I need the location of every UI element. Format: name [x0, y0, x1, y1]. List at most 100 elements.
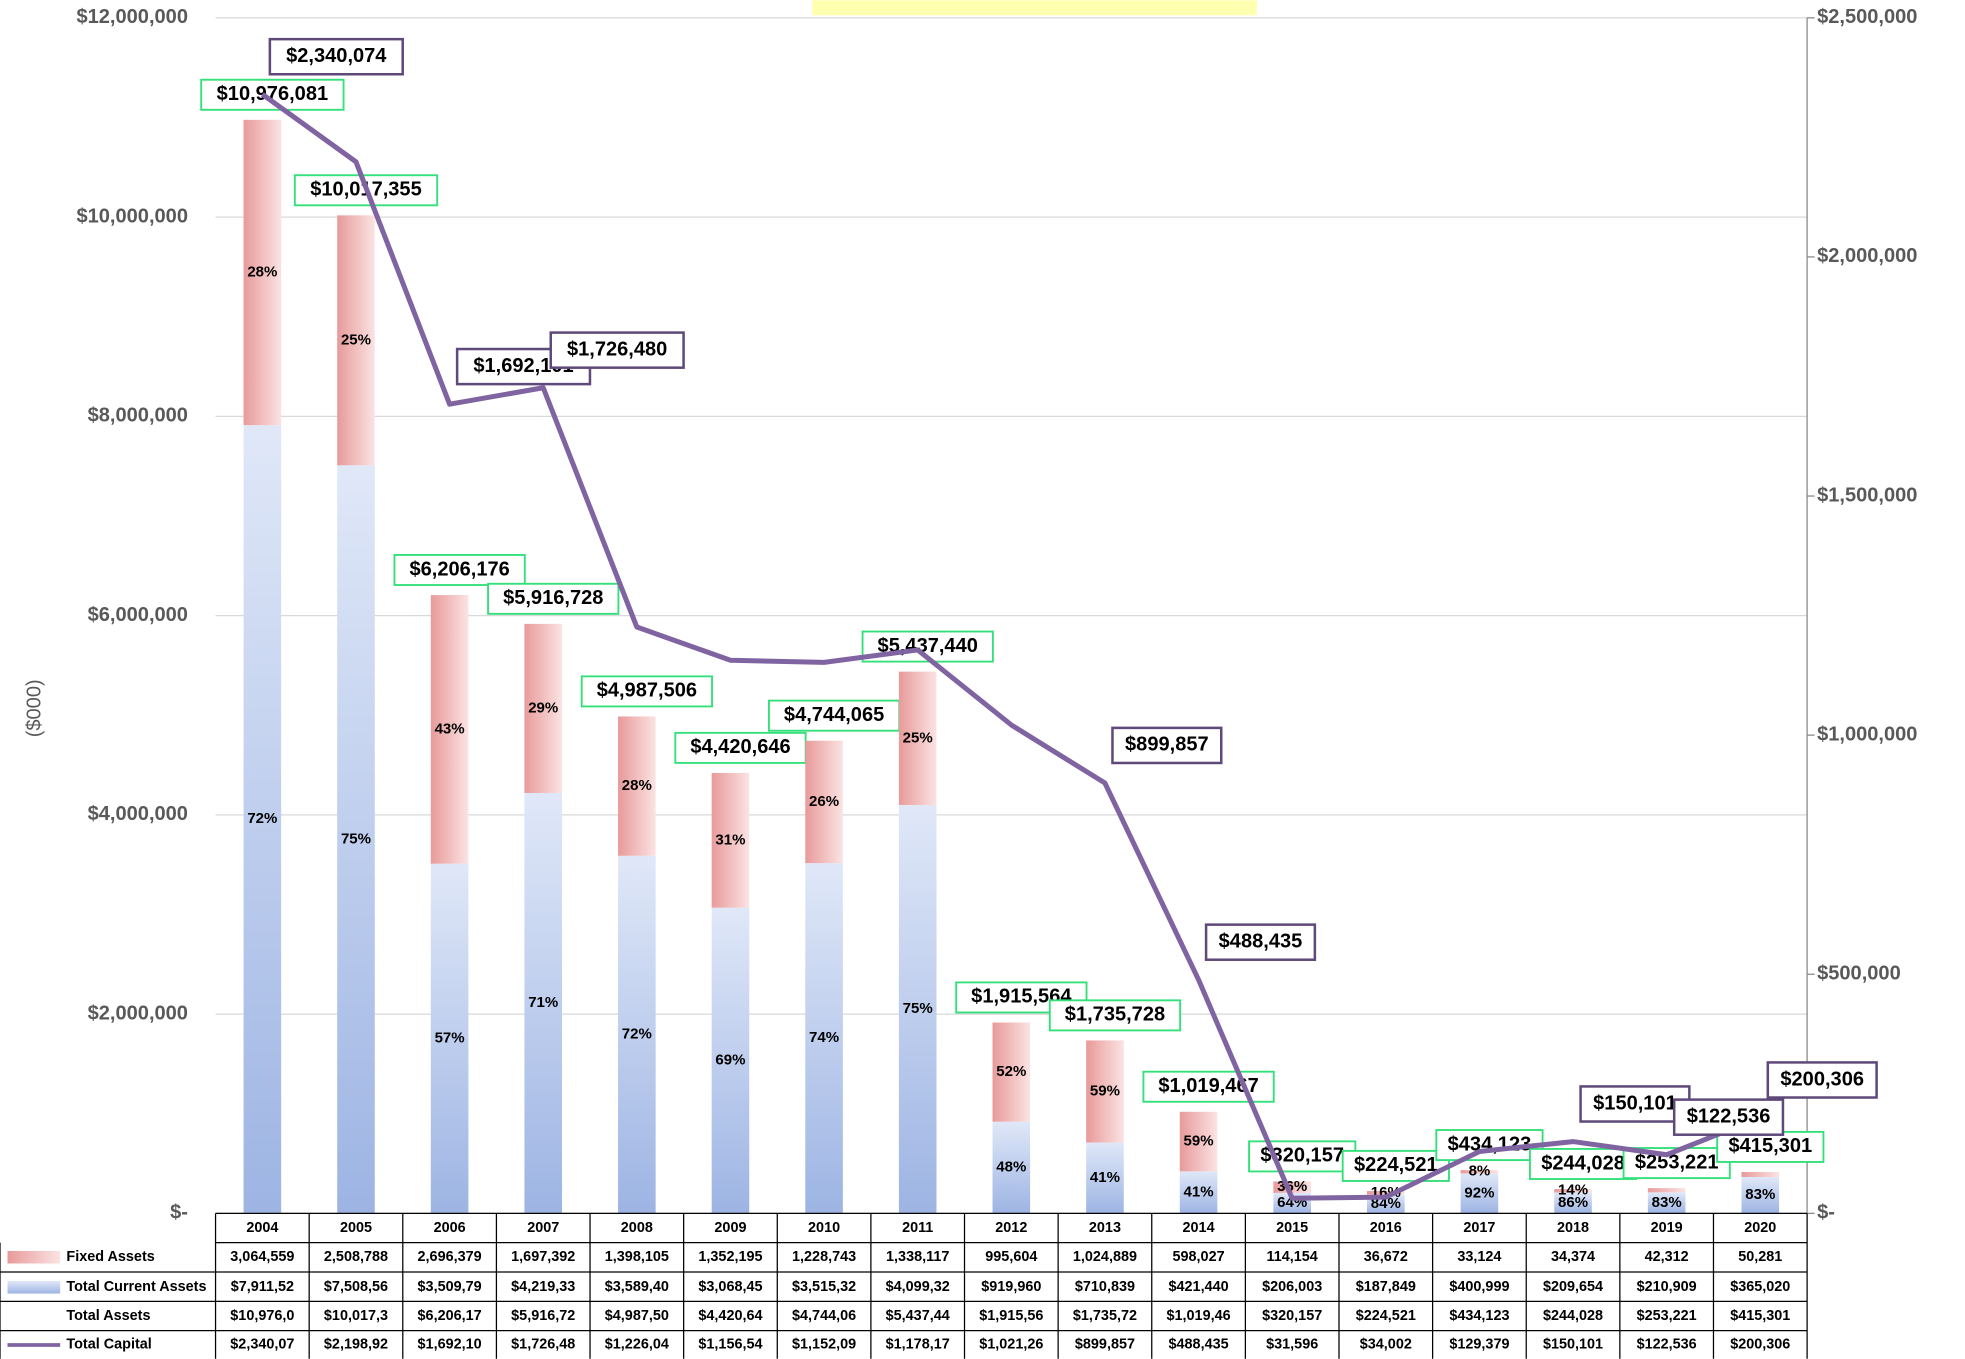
table-cell: $3,515,32	[792, 1279, 856, 1295]
table-cell: 50,281	[1738, 1249, 1782, 1265]
table-cell: $1,019,46	[1167, 1308, 1231, 1324]
legend-fixed	[8, 1251, 61, 1264]
x-tick-label: 2004	[246, 1220, 278, 1236]
table-cell: $150,101	[1543, 1337, 1603, 1353]
table-cell: 42,312	[1645, 1249, 1689, 1265]
percent-label: 28%	[247, 263, 277, 280]
total-label: $4,420,646	[690, 736, 790, 758]
table-cell: 1,697,392	[511, 1249, 575, 1265]
x-tick-label: 2006	[434, 1220, 466, 1236]
percent-label: 75%	[903, 1000, 933, 1017]
percent-label: 72%	[622, 1026, 652, 1043]
table-cell: $2,198,92	[324, 1337, 388, 1353]
table-cell: 1,024,889	[1073, 1249, 1137, 1265]
percent-label: 57%	[435, 1029, 465, 1046]
percent-label: 52%	[996, 1063, 1026, 1080]
percent-label: 48%	[996, 1159, 1026, 1176]
table-cell: $320,157	[1262, 1308, 1322, 1324]
y2-tick-label: $500,000	[1817, 963, 1901, 985]
percent-label: 14%	[1558, 1182, 1588, 1199]
table-cell: $899,857	[1075, 1337, 1135, 1353]
total-label: $5,916,728	[503, 587, 603, 609]
y-tick-label: $12,000,000	[76, 6, 187, 28]
y-tick-label: $6,000,000	[88, 604, 188, 626]
y2-tick-label: $2,000,000	[1817, 245, 1917, 267]
table-cell: $6,206,17	[418, 1308, 482, 1324]
x-tick-label: 2012	[995, 1220, 1027, 1236]
percent-label: 69%	[715, 1051, 745, 1068]
table-cell: $31,596	[1266, 1337, 1318, 1353]
x-tick-label: 2016	[1370, 1220, 1402, 1236]
table-cell: $4,744,06	[792, 1308, 856, 1324]
percent-label: 29%	[528, 699, 558, 716]
total-label: $415,301	[1729, 1135, 1813, 1157]
table-cell: 1,228,743	[792, 1249, 856, 1265]
table-cell: $122,536	[1637, 1337, 1697, 1353]
table-cell: $5,916,72	[511, 1308, 575, 1324]
bar-segment	[1648, 1188, 1686, 1192]
table-cell: 36,672	[1364, 1249, 1408, 1265]
table-cell: $5,437,44	[886, 1308, 950, 1324]
x-tick-label: 2017	[1463, 1220, 1495, 1236]
line-label: $2,340,074	[286, 45, 387, 67]
table-cell: $210,909	[1637, 1279, 1697, 1295]
table-cell: $129,379	[1449, 1337, 1509, 1353]
percent-label: 8%	[1469, 1163, 1491, 1180]
table-cell: $4,219,33	[511, 1279, 575, 1295]
x-tick-label: 2014	[1183, 1220, 1215, 1236]
line-label: $488,435	[1219, 930, 1303, 952]
table-cell: $10,976,0	[230, 1308, 294, 1324]
table-cell: $4,420,64	[698, 1308, 762, 1324]
table-cell: $3,589,40	[605, 1279, 669, 1295]
percent-label: 74%	[809, 1029, 839, 1046]
percent-label: 75%	[341, 830, 371, 847]
x-tick-label: 2010	[808, 1220, 840, 1236]
percent-label: 92%	[1464, 1184, 1494, 1201]
percent-label: 25%	[341, 331, 371, 348]
table-cell: 1,398,105	[605, 1249, 669, 1265]
table-cell: $1,021,26	[979, 1337, 1043, 1353]
table-cell: $421,440	[1169, 1279, 1229, 1295]
y2-tick-label: $1,500,000	[1817, 484, 1917, 506]
table-cell: $253,221	[1637, 1308, 1697, 1324]
percent-label: 59%	[1184, 1133, 1214, 1150]
table-cell: $1,178,17	[886, 1337, 950, 1353]
table-cell: $4,099,32	[886, 1279, 950, 1295]
table-cell: $3,509,79	[418, 1279, 482, 1295]
total-label: $6,206,176	[409, 558, 509, 580]
table-cell: $2,340,07	[230, 1337, 294, 1353]
table-row-label: Total Capital	[66, 1337, 151, 1353]
table-cell: 2,696,379	[418, 1249, 482, 1265]
line-label: $122,536	[1687, 1105, 1771, 1127]
percent-label: 83%	[1652, 1194, 1682, 1211]
table-cell: $1,692,10	[418, 1337, 482, 1353]
x-tick-label: 2013	[1089, 1220, 1121, 1236]
table-cell: $488,435	[1169, 1337, 1229, 1353]
total-label: $4,744,065	[784, 704, 884, 726]
table-cell: 3,064,559	[230, 1249, 294, 1265]
percent-label: 59%	[1090, 1082, 1120, 1099]
percent-label: 26%	[809, 793, 839, 810]
table-cell: 33,124	[1457, 1249, 1501, 1265]
bar-segment	[1741, 1172, 1779, 1177]
x-tick-label: 2008	[621, 1220, 653, 1236]
table-cell: $919,960	[981, 1279, 1041, 1295]
table-row-label: Total Current Assets	[66, 1279, 206, 1295]
percent-label: 41%	[1184, 1183, 1214, 1200]
percent-label: 71%	[528, 994, 558, 1011]
percent-label: 31%	[715, 831, 745, 848]
table-cell: 995,604	[985, 1249, 1037, 1265]
total-label: $1,735,728	[1065, 1004, 1165, 1026]
table-cell: $206,003	[1262, 1279, 1322, 1295]
percent-label: 83%	[1745, 1186, 1775, 1203]
line-label: $899,857	[1125, 734, 1209, 756]
table-cell: 1,338,117	[886, 1249, 949, 1265]
x-tick-label: 2007	[527, 1220, 559, 1236]
x-tick-label: 2009	[714, 1220, 746, 1236]
percent-label: 72%	[247, 810, 277, 827]
percent-label: 28%	[622, 777, 652, 794]
y-axis-label: ($000)	[23, 679, 45, 737]
table-cell: $7,508,56	[324, 1279, 388, 1295]
table-cell: $224,521	[1356, 1308, 1416, 1324]
table-cell: 598,027	[1173, 1249, 1225, 1265]
